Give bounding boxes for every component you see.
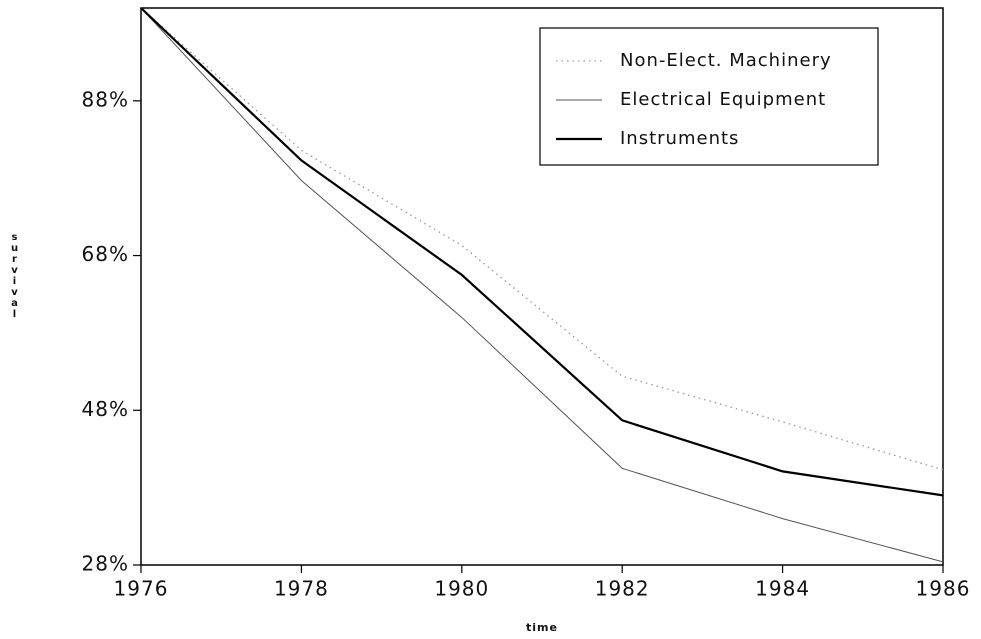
y-tick-label: 88% xyxy=(82,87,129,111)
x-axis-label: time xyxy=(526,621,558,634)
x-tick-label: 1982 xyxy=(595,577,650,601)
plot-frame xyxy=(140,7,944,566)
x-tick-label: 1984 xyxy=(755,577,810,601)
legend-box xyxy=(539,27,879,166)
legend-label: Non-Elect. Machinery xyxy=(620,50,832,71)
y-tick-label: 48% xyxy=(82,397,129,421)
x-tick-label: 1978 xyxy=(274,577,329,601)
series-line xyxy=(140,7,944,563)
x-tick-label: 1986 xyxy=(916,577,971,601)
legend-label: Electrical Equipment xyxy=(620,89,826,110)
x-tick-label: 1980 xyxy=(434,577,489,601)
legend-label: Instruments xyxy=(620,128,739,149)
y-tick-label: 28% xyxy=(82,552,129,576)
series-line xyxy=(140,7,944,497)
y-tick-label: 68% xyxy=(82,242,129,266)
y-axis-label: survival xyxy=(9,232,20,320)
x-tick-label: 1976 xyxy=(114,577,169,601)
